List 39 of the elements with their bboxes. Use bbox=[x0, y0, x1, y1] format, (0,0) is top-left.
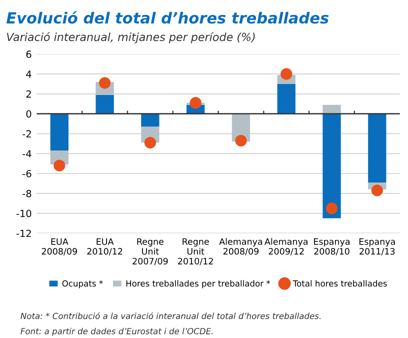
legend-label: Ocupats * bbox=[62, 280, 103, 288]
y-tick-label: -2 bbox=[22, 130, 31, 138]
bar bbox=[50, 114, 68, 151]
bar bbox=[368, 114, 386, 182]
y-tick-label: 0 bbox=[26, 110, 32, 118]
bar bbox=[277, 84, 296, 114]
bar bbox=[96, 94, 114, 114]
chart-subtitle: Variació interanual, mitjanes per període (%) bbox=[6, 32, 255, 44]
y-tick-label: -8 bbox=[22, 190, 32, 198]
point bbox=[190, 97, 202, 109]
x-tick-label: Alemanya 2009/12 bbox=[264, 238, 308, 256]
legend-label: Total hores treballades bbox=[292, 280, 387, 287]
point bbox=[144, 136, 156, 148]
x-tick-label: Regne Unit 2007/09 bbox=[132, 238, 168, 266]
y-tick-label: -6 bbox=[22, 170, 32, 178]
point bbox=[235, 134, 247, 146]
point bbox=[54, 160, 66, 172]
x-tick-label: Espanya 2008/10 bbox=[314, 238, 350, 256]
y-tick-label: -4 bbox=[22, 150, 32, 158]
text: Font: a partir de dades d’Eurostat i de l’OCDE. bbox=[20, 328, 213, 336]
x-tick-label: Alemanya 2008/09 bbox=[219, 238, 262, 256]
y-tick-label: -10 bbox=[16, 210, 32, 218]
bar bbox=[322, 114, 341, 218]
y-tick-label: 4 bbox=[26, 70, 32, 78]
x-tick-label: Regne Unit 2010/12 bbox=[178, 238, 213, 266]
y-tick-label: 2 bbox=[26, 90, 31, 98]
point bbox=[371, 184, 383, 196]
bar bbox=[141, 114, 160, 127]
bar bbox=[322, 104, 341, 114]
x-tick-label: EUA 2010/12 bbox=[87, 238, 122, 256]
chart-title: Evolució del total d’hores treballades bbox=[6, 11, 329, 24]
x-tick-label: EUA 2008/09 bbox=[42, 238, 77, 256]
y-tick-label: 6 bbox=[26, 50, 32, 58]
y-tick-label: -12 bbox=[16, 230, 31, 237]
point bbox=[326, 202, 338, 214]
point bbox=[280, 68, 292, 80]
legend-label: Hores treballades per treballador * bbox=[126, 280, 270, 288]
text: Nota: * Contribució a la variació interanual del total d’hores treballades. bbox=[20, 312, 321, 320]
x-tick-label: Espanya 2011/13 bbox=[359, 238, 395, 256]
